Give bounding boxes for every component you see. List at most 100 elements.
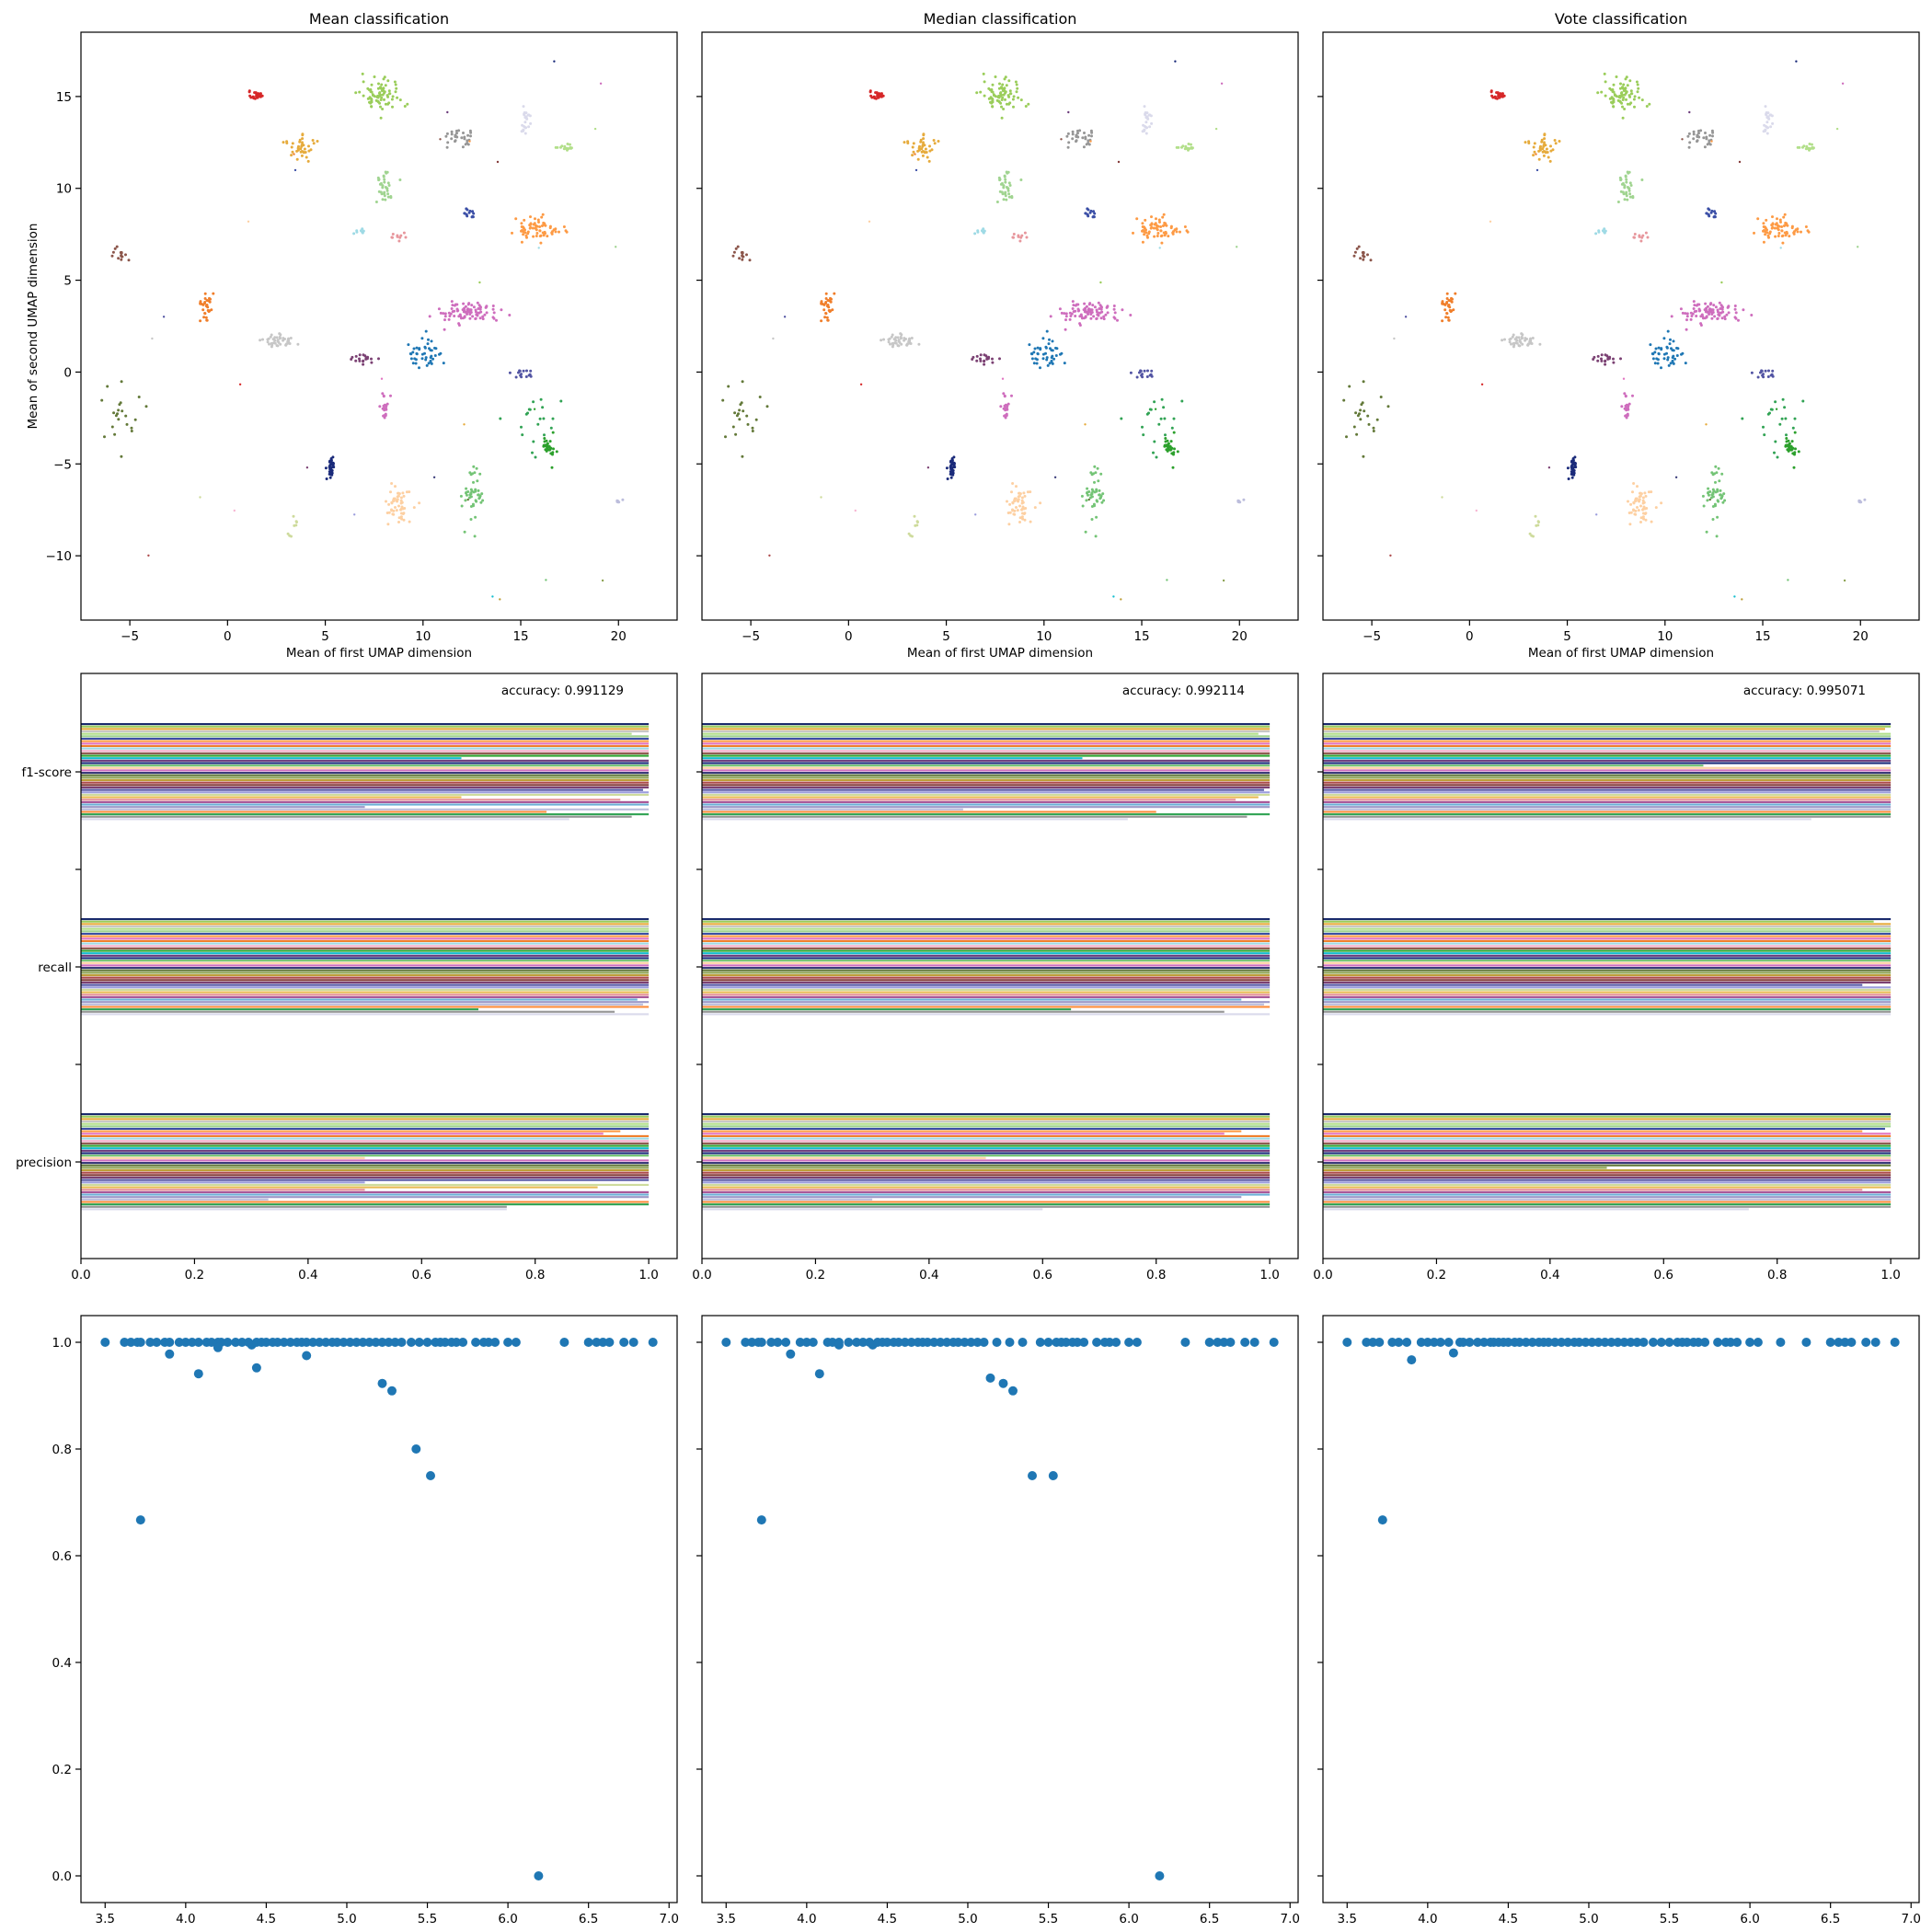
umap-point [1697, 132, 1700, 135]
umap-point [407, 343, 410, 347]
umap-point [1521, 337, 1524, 340]
umap-point [1063, 362, 1066, 365]
score-point [285, 1338, 295, 1347]
bar [702, 967, 1271, 970]
umap-point [541, 213, 545, 216]
umap-point [396, 495, 399, 499]
umap-point [1668, 342, 1672, 346]
umap-point [406, 102, 409, 106]
umap-point [1524, 141, 1527, 144]
bar [81, 1190, 650, 1193]
x-tick-label: 4.0 [1418, 1912, 1437, 1926]
umap-outlier-point [293, 168, 297, 172]
x-tick-label: −5 [121, 629, 139, 644]
umap-point [358, 357, 361, 361]
y-tick-label: −5 [53, 457, 72, 472]
umap-point [1148, 125, 1152, 129]
umap-point [1623, 198, 1627, 201]
bar [81, 784, 650, 787]
umap-point [1696, 303, 1699, 306]
umap-point [1641, 496, 1645, 500]
umap-point [1687, 132, 1691, 135]
umap-point [532, 440, 535, 443]
score-point [1479, 1338, 1489, 1347]
umap-point [1639, 504, 1642, 508]
umap-point [1715, 535, 1719, 538]
bar [702, 932, 1271, 936]
bar [81, 1201, 650, 1203]
umap-point [1001, 83, 1005, 86]
umap-point [376, 86, 380, 90]
umap-point [391, 105, 394, 109]
umap-cluster-26 [1236, 498, 1246, 504]
bar [1323, 1179, 1892, 1181]
umap-point [1733, 305, 1737, 307]
umap-point [466, 208, 469, 212]
bar [1323, 952, 1892, 955]
umap-cluster-4 [1065, 129, 1094, 149]
bar [81, 1147, 650, 1150]
umap-point [1099, 307, 1103, 311]
umap-point [1716, 515, 1719, 519]
umap-point [1085, 499, 1088, 502]
umap-point [1001, 192, 1005, 196]
umap-point [1777, 235, 1780, 237]
score-point [1204, 1338, 1214, 1347]
umap-point [1613, 93, 1616, 97]
x-tick-label: 20 [1853, 629, 1869, 644]
umap-point [548, 226, 552, 230]
umap-point [376, 176, 380, 179]
umap-point [1675, 346, 1678, 350]
umap-point [923, 150, 926, 154]
umap-point [475, 500, 478, 503]
bar [1323, 976, 1892, 979]
score-point [1700, 1338, 1710, 1347]
x-tick-label: 15 [1133, 629, 1149, 644]
umap-point [1692, 130, 1696, 133]
umap-point [1765, 218, 1768, 222]
score-point [1458, 1338, 1468, 1347]
umap-cluster-16 [350, 353, 380, 366]
umap-point [1083, 132, 1086, 134]
umap-point [1627, 405, 1630, 408]
umap-point [1629, 502, 1633, 506]
umap-point [538, 229, 542, 233]
umap-point [1020, 515, 1024, 519]
umap-point [950, 473, 954, 477]
umap-point [364, 357, 368, 361]
bar [1323, 945, 1892, 948]
bar [81, 988, 650, 991]
umap-point [272, 341, 276, 345]
umap-point [472, 465, 476, 468]
umap-point [397, 504, 400, 508]
umap-point [1011, 509, 1015, 512]
umap-point [1187, 143, 1190, 145]
umap-point [469, 473, 473, 477]
umap-point [539, 241, 543, 245]
score-point [152, 1338, 162, 1347]
umap-point [1625, 90, 1628, 94]
umap-point [373, 95, 376, 98]
x-tick-label: 10 [415, 629, 431, 644]
umap-point [1185, 229, 1189, 233]
umap-point [1521, 342, 1524, 346]
umap-point [1541, 150, 1545, 154]
umap-point [424, 329, 428, 333]
score-points [721, 1338, 1279, 1880]
umap-point [534, 217, 536, 221]
umap-point [1139, 369, 1143, 373]
bar [1323, 735, 1892, 738]
umap-point [1558, 140, 1561, 143]
umap-point [518, 369, 522, 373]
umap-point [120, 254, 123, 258]
umap-point [1604, 359, 1607, 362]
umap-point [307, 144, 310, 148]
score-point [165, 1349, 175, 1359]
umap-point [1075, 129, 1079, 132]
umap-point [1090, 134, 1093, 138]
umap-point [621, 498, 625, 501]
score-point [936, 1338, 946, 1347]
bar [81, 1140, 650, 1143]
bar [1323, 778, 1892, 782]
umap-point [447, 317, 451, 321]
